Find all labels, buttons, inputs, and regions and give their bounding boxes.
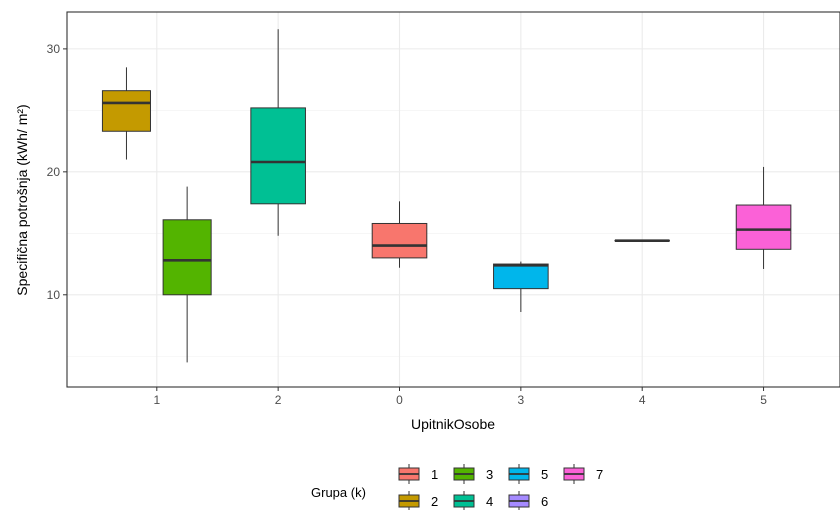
- box-group-3: [162, 186, 212, 363]
- box-group-2: [101, 67, 151, 160]
- y-axis: 10 20 30: [47, 42, 67, 302]
- y-tick-label: 20: [47, 165, 61, 179]
- legend-item-7: 7: [563, 464, 603, 484]
- legend-label: 6: [541, 494, 548, 509]
- legend-item-4: 4: [453, 491, 493, 510]
- x-tick-label: 3: [518, 393, 525, 407]
- legend: Grupa (k) 1 2 3 4 5 6 7: [311, 464, 603, 510]
- legend-item-5: 5: [508, 464, 548, 484]
- box-group-1: [371, 201, 428, 268]
- legend-label: 4: [486, 494, 493, 509]
- y-axis-title: Specifična potrošnja (kWh/ m²): [14, 104, 30, 295]
- box: [162, 219, 212, 296]
- box-group-5: [493, 261, 549, 312]
- plot-panel: [67, 12, 840, 387]
- legend-label: 5: [541, 467, 548, 482]
- y-tick-label: 30: [47, 42, 61, 56]
- x-tick-label: 0: [396, 393, 403, 407]
- box: [101, 90, 151, 132]
- box-group-4: [250, 29, 306, 236]
- legend-label: 1: [431, 467, 438, 482]
- x-tick-label: 5: [760, 393, 767, 407]
- plot-border: [66, 11, 840, 388]
- x-tick-label: 4: [639, 393, 646, 407]
- box-group-7: [735, 166, 792, 269]
- x-tick-label: 1: [153, 393, 160, 407]
- x-axis-title: UpitnikOsobe: [411, 416, 495, 432]
- x-tick-label: 2: [275, 393, 282, 407]
- box: [735, 204, 792, 250]
- legend-item-2: 2: [398, 491, 438, 510]
- box-series: [101, 29, 792, 363]
- legend-title: Grupa (k): [311, 485, 366, 500]
- legend-label: 2: [431, 494, 438, 509]
- y-tick-label: 10: [47, 288, 61, 302]
- legend-label: 7: [596, 467, 603, 482]
- box: [371, 222, 428, 259]
- x-axis: 1 2 0 3 4 5: [153, 387, 767, 407]
- box: [493, 263, 549, 290]
- box: [250, 107, 306, 205]
- legend-item-1: 1: [398, 464, 438, 484]
- legend-label: 3: [486, 467, 493, 482]
- legend-item-3: 3: [453, 464, 493, 484]
- legend-item-6: 6: [508, 491, 548, 510]
